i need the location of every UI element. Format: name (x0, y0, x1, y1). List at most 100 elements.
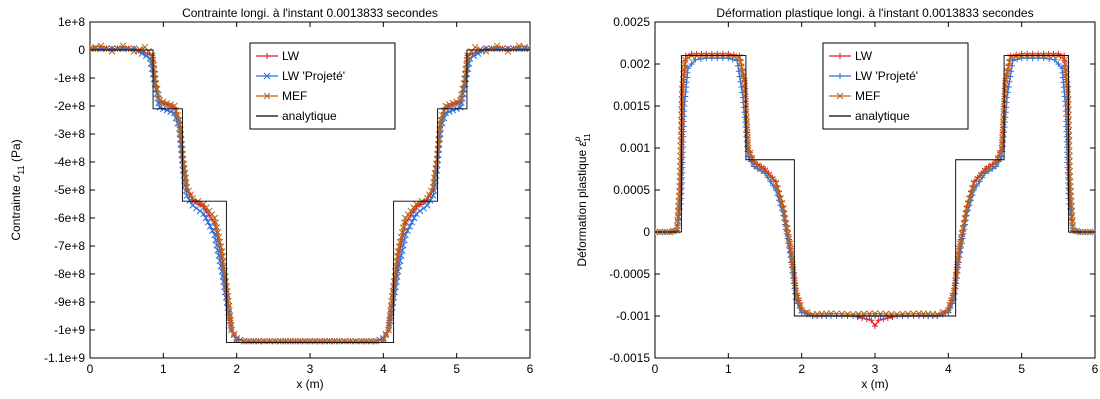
data-point (754, 162, 762, 169)
data-point (477, 45, 484, 53)
data-point (410, 204, 417, 211)
data-point (677, 147, 685, 155)
data-point (741, 77, 748, 85)
data-point (999, 129, 1007, 136)
data-point (410, 214, 418, 222)
data-point (301, 337, 309, 345)
y-tick-label: -0.0015 (609, 351, 650, 365)
data-point (474, 50, 482, 57)
data-point (136, 45, 143, 53)
data-point (186, 197, 194, 204)
data-point (138, 50, 146, 57)
legend-entry: MEF (829, 89, 880, 103)
x-tick-label: 3 (307, 362, 314, 376)
data-point (863, 316, 870, 323)
data-point (510, 45, 517, 52)
x-tick-label: 0 (87, 362, 94, 376)
data-point (676, 162, 684, 170)
y-axis-label: Contrainte σ11 (Pa) (9, 139, 26, 240)
data-point (1066, 157, 1073, 165)
legend-label: LW (282, 49, 300, 63)
data-point (1064, 85, 1072, 93)
data-point (379, 336, 387, 344)
y-axis-label-text: Contrainte (9, 182, 23, 241)
data-point (352, 337, 360, 345)
data-point (969, 184, 976, 192)
data-point (442, 102, 450, 110)
data-point (989, 165, 996, 172)
y-tick-label: -1e+8 (54, 71, 85, 85)
data-point (449, 106, 457, 114)
data-point (335, 337, 343, 345)
data-point (488, 45, 495, 52)
data-point (985, 164, 993, 172)
legend-entry: LW 'Projeté' (256, 69, 345, 83)
legend-entry: LW (829, 49, 873, 63)
x-tick-label: 4 (380, 362, 387, 376)
data-point (357, 337, 365, 345)
data-point (406, 223, 414, 230)
data-point (240, 337, 248, 345)
data-point (1046, 55, 1053, 62)
data-point (1012, 53, 1020, 60)
data-point (183, 192, 191, 199)
data-point (445, 101, 453, 108)
data-point (1066, 167, 1074, 175)
data-point (209, 227, 216, 234)
data-point (730, 53, 738, 60)
data-point (458, 91, 465, 99)
data-point (471, 43, 479, 51)
legend-entry: analytique (829, 109, 910, 123)
data-point (142, 52, 150, 60)
data-point (420, 204, 428, 212)
y-axis-label-superscript: p (573, 136, 582, 142)
data-point (985, 167, 992, 174)
data-point (97, 42, 105, 50)
data-point (837, 73, 843, 79)
y-tick-label: -0.001 (616, 309, 650, 323)
data-point (183, 183, 191, 191)
y-tick-label: 1e+8 (58, 15, 85, 29)
data-point (445, 108, 453, 115)
legend-label: MEF (282, 89, 307, 103)
x-tick-label: 3 (872, 362, 879, 376)
data-point (185, 187, 193, 195)
legend: LW LW 'Projeté' MEF analytique (249, 42, 396, 130)
x-tick-label: 2 (798, 362, 805, 376)
data-point (741, 82, 749, 90)
series-line (90, 49, 530, 344)
data-point (757, 164, 765, 172)
data-point (260, 337, 268, 345)
data-point (114, 45, 121, 52)
data-point (382, 331, 390, 339)
data-point (677, 152, 684, 160)
x-tick-label: 2 (233, 362, 240, 376)
data-point (156, 104, 164, 111)
x-tick-label: 1 (725, 362, 732, 376)
data-point (676, 178, 684, 185)
data-point (92, 43, 99, 51)
data-point (681, 56, 689, 64)
data-point (211, 231, 219, 239)
data-point (792, 287, 800, 295)
data-point (1001, 87, 1009, 95)
data-point (170, 102, 178, 110)
data-point (200, 200, 208, 208)
data-point (1091, 228, 1095, 236)
x-tick-label: 0 (652, 362, 659, 376)
data-point (189, 202, 197, 209)
data-point (1065, 142, 1073, 150)
data-point (526, 45, 530, 52)
data-point (798, 306, 806, 314)
legend-entry: LW 'Projeté' (829, 69, 918, 83)
y-axis-label-unit: (Pa) (9, 139, 23, 165)
data-point (453, 98, 461, 106)
data-point (125, 45, 132, 52)
data-point (321, 337, 329, 345)
data-point (326, 337, 333, 345)
data-point (271, 337, 279, 345)
data-point (967, 190, 975, 197)
data-point (167, 108, 175, 115)
data-point (1065, 147, 1073, 155)
data-point (200, 210, 208, 218)
